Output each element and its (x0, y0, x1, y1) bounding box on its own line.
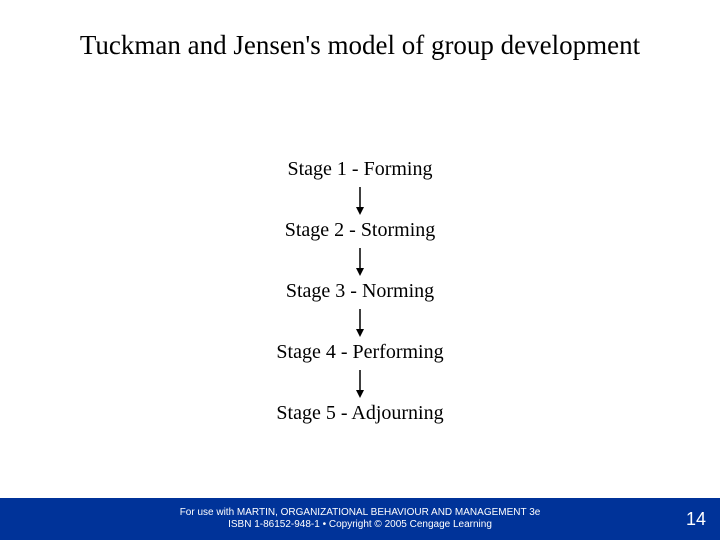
footer-text: For use with MARTIN, ORGANIZATIONAL BEHA… (0, 507, 720, 532)
stage-label: Stage 2 - Storming (285, 219, 436, 242)
arrow-down-icon (355, 309, 365, 337)
footer-bar: For use with MARTIN, ORGANIZATIONAL BEHA… (0, 498, 720, 540)
stage-label: Stage 1 - Forming (288, 158, 433, 181)
stage-label: Stage 4 - Performing (276, 341, 443, 364)
arrow-down-icon (355, 248, 365, 276)
page-number: 14 (686, 509, 706, 530)
slide: Tuckman and Jensen's model of group deve… (0, 0, 720, 540)
footer-line-1: For use with MARTIN, ORGANIZATIONAL BEHA… (180, 507, 541, 518)
arrow-down-icon (355, 187, 365, 215)
stages-diagram: Stage 1 - Forming Stage 2 - Storming Sta… (0, 158, 720, 425)
arrow-down-icon (355, 370, 365, 398)
stage-label: Stage 5 - Adjourning (276, 402, 443, 425)
slide-title: Tuckman and Jensen's model of group deve… (0, 30, 720, 61)
footer-line-2: ISBN 1-86152-948-1 • Copyright © 2005 Ce… (228, 519, 492, 530)
stage-label: Stage 3 - Norming (286, 280, 434, 303)
